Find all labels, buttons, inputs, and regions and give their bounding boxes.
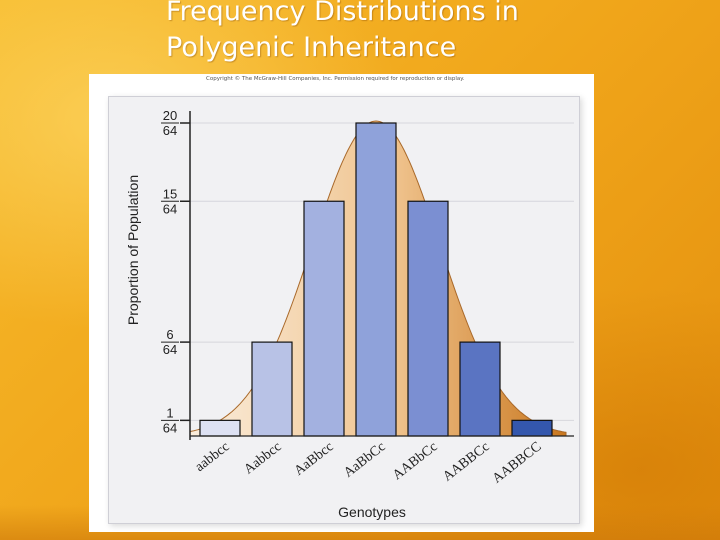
y-tick-denominator: 64	[163, 123, 177, 138]
y-tick-numerator: 1	[166, 405, 173, 420]
y-tick-denominator: 64	[163, 420, 177, 435]
bars	[199, 122, 553, 437]
y-axis-label: Proportion of Population	[125, 175, 141, 325]
slide-title: Frequency Distributions in Polygenic Inh…	[166, 0, 686, 66]
slide-title-line-2: Polygenic Inheritance	[166, 32, 457, 63]
copyright-notice: Copyright © The McGraw-Hill Companies, I…	[206, 76, 465, 82]
x-tick-labels: aabbcc Aabbcc AaBbcc AaBbCc AABbCc AABBCcAABB…	[193, 439, 545, 486]
bar-AABBCc	[459, 341, 501, 437]
y-tick-numerator: 6	[166, 327, 173, 342]
x-tick-label-AaBbCc: AaBbCc	[341, 439, 388, 481]
y-tick-label-1: 664	[161, 327, 179, 357]
bar-AABbCc	[407, 200, 449, 437]
x-tick-label-AABbCc: AABbCc	[390, 439, 440, 483]
x-tick-label-Aabbcc: Aabbcc	[242, 439, 285, 477]
y-tick-numerator: 15	[163, 186, 177, 201]
x-tick-label-AaBbcc: AaBbcc	[292, 439, 337, 479]
y-tick-label-0: 164	[161, 405, 179, 435]
y-tick-denominator: 64	[163, 201, 177, 216]
bar-AABBCC	[511, 419, 553, 437]
bar-AaBbCc	[355, 122, 397, 437]
y-tick-denominator: 64	[163, 342, 177, 357]
bar-Aabbcc	[251, 341, 293, 437]
slide-title-line-1: Frequency Distributions in	[166, 0, 519, 27]
y-axis	[180, 111, 574, 440]
x-tick-label-AABBCc: AABBCc	[440, 439, 492, 484]
x-axis-label: Genotypes	[338, 504, 406, 520]
chart-frame: 1 64 6 64 15 64 20 64 aabbcc Aabbcc AaBbcc AaBbCc A…	[108, 96, 580, 524]
x-tick-label-aabbcc: aabbcc	[193, 439, 233, 475]
bar-aabbcc	[199, 419, 241, 437]
x-tick-label-AABBCC: AABBCC	[490, 439, 545, 486]
bar-AaBbcc	[303, 200, 345, 437]
y-tick-numerator: 20	[163, 108, 177, 123]
